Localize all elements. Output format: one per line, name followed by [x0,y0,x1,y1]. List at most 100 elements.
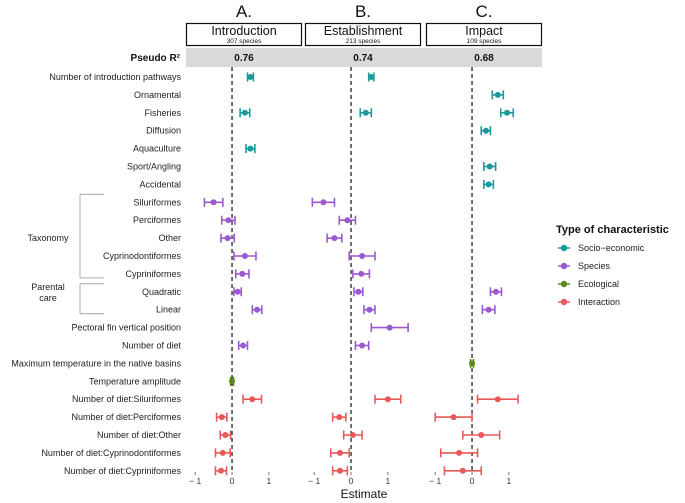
estimate-point [247,74,254,80]
estimate-point [240,342,247,349]
panel-pseudo-r2: 0.74 [353,53,373,64]
estimate-point [492,288,499,295]
panel-letter: C. [476,2,493,21]
group-label-parental-care-line2: care [39,293,57,303]
row-label: Pectoral fin vertical position [71,323,181,333]
legend-item-label: Socio−economic [578,243,645,253]
row-label: Cypriniformes [125,269,181,279]
estimate-point [249,396,256,403]
row-label: Diffusion [146,126,181,136]
x-tick-label: 0 [349,476,354,486]
panel-species-count: 109 species [467,38,502,45]
estimate-point [336,449,343,456]
panel-title-box [425,22,543,47]
estimate-point [219,449,226,456]
row-label: Number of diet:Siluriformes [72,394,182,404]
group-label-taxonomy: Taxonomy [27,233,69,243]
estimate-point [366,306,373,313]
group-label-parental-care: Parental [31,282,65,292]
x-tick-label: 0 [470,476,475,486]
estimate-point [225,217,232,224]
estimate-point [494,91,501,98]
x-axis-label: Estimate [341,487,388,501]
panel-species-count: 213 species [346,38,381,45]
row-label: Ornamental [134,90,181,100]
estimate-point [386,324,393,331]
estimate-point [483,127,490,134]
estimate-point [222,432,229,438]
estimate-point [224,235,231,242]
row-label: Linear [156,305,181,315]
estimate-point [486,163,493,170]
x-tick-label: 1 [506,476,511,486]
estimate-point [210,199,217,206]
estimate-point [336,414,343,421]
legend-key-dot [560,280,568,288]
row-label: Cyprinodontiformes [103,251,182,261]
x-tick-label: − 1 [189,476,201,486]
row-label: Other [158,233,181,243]
estimate-point [485,306,492,313]
estimate-point [217,467,224,474]
estimate-point [504,109,511,116]
row-label: Number of diet:Perciformes [71,412,181,422]
panel-title: Impact [465,24,503,38]
estimate-point [358,270,365,277]
row-label: Perciformes [133,215,182,225]
panel-title: Establishment [324,24,403,38]
panel-pseudo-r2: 0.76 [234,53,254,64]
x-tick-label: 0 [230,476,235,486]
row-label: Accidental [139,179,181,189]
panel-letter: B. [355,2,371,21]
estimate-point [485,181,492,188]
estimate-point [384,396,391,403]
x-tick-label: 1 [385,476,390,486]
estimate-point [494,396,501,403]
row-label: Siluriformes [133,197,181,207]
legend-key-dot [560,262,568,270]
estimate-point [359,342,366,349]
estimate-point [478,432,485,438]
panel-title-box [304,22,422,47]
row-label: Number of diet:Cyprinodontiformes [41,448,181,458]
row-label: Maximum temperature in the native basins [11,358,181,368]
legend-key-dot [560,298,568,306]
row-label: Number of diet:Cypriniformes [64,466,182,476]
legend-item-label: Ecological [578,279,619,289]
estimate-point [331,235,338,242]
panel-title: Introduction [211,24,276,38]
x-tick-label: − 1 [308,476,320,486]
row-label: Temperature amplitude [89,376,181,386]
estimate-point [234,288,241,295]
x-tick-label: − 1 [429,476,441,486]
row-label: Fisheries [144,108,181,118]
estimate-point [241,253,248,259]
estimate-point [368,74,375,80]
estimate-point [459,467,466,474]
estimate-point [320,199,327,206]
estimate-point [241,109,248,116]
legend-item-label: Interaction [578,297,620,307]
panel-species-count: 307 species [227,38,262,45]
estimate-point [254,306,261,313]
panel-pseudo-r2: 0.68 [474,53,494,64]
row-label: Aquaculture [133,144,181,154]
row-label: Number of diet:Other [97,430,181,440]
estimate-point [362,109,369,116]
x-tick-label: 1 [266,476,271,486]
pseudo-r2-label: Pseudo R² [131,53,181,64]
estimate-point [450,414,457,421]
legend-item-label: Species [578,261,611,271]
row-label: Sport/Angling [127,162,181,172]
legend-key-dot [560,244,568,252]
estimate-point [344,217,351,224]
row-label: Number of diet [122,341,182,351]
estimate-point [359,253,366,259]
estimate-point [336,467,343,474]
estimate-point [355,288,362,295]
legend-title: Type of characteristic [556,224,669,236]
panel-title-box [185,22,303,47]
estimate-point [456,449,463,456]
estimate-point [218,414,225,421]
